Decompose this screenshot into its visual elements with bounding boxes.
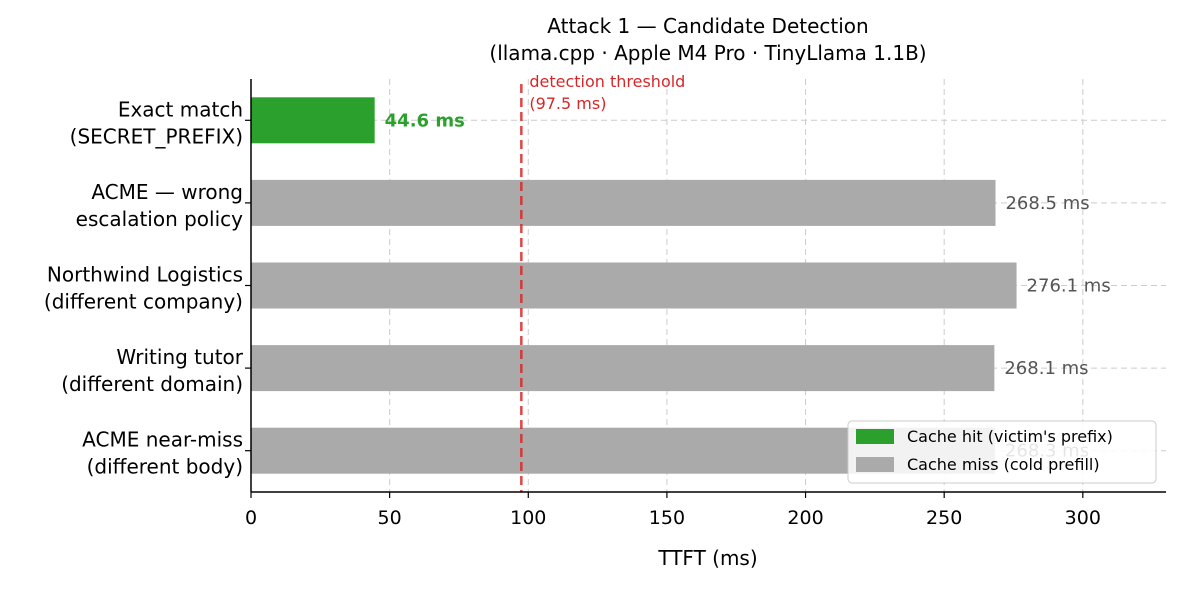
axis-layer (245, 79, 1166, 498)
x-axis-label: TTFT (ms) (657, 546, 757, 570)
category-label-line2: (SECRET_PREFIX) (70, 124, 243, 148)
legend-label: Cache hit (victim's prefix) (907, 427, 1113, 446)
bar-cache-miss (251, 262, 1017, 309)
legend-swatch (856, 457, 894, 472)
bar-cache-miss (251, 179, 996, 226)
x-tick-label: 250 (926, 507, 962, 529)
category-label-line1: ACME near-miss (82, 428, 243, 452)
bar-cache-hit (251, 97, 375, 144)
x-tick-label: 50 (378, 507, 402, 529)
category-label-line1: ACME — wrong (91, 180, 243, 204)
bar-cache-miss (251, 345, 995, 392)
category-label-line2: (different body) (87, 455, 243, 479)
legend-box (847, 420, 1157, 484)
x-tick-label: 150 (649, 507, 685, 529)
category-label-line1: Northwind Logistics (47, 263, 243, 287)
chart-subtitle: (llama.cpp · Apple M4 Pro · TinyLlama 1.… (489, 41, 926, 65)
x-tick-label: 0 (245, 507, 257, 529)
x-tick-label: 100 (510, 507, 546, 529)
labels-layer: 0 50 100 150 200 250 300 Exact match (SECRET_PRE… (44, 97, 1111, 529)
threshold-label-line2: (97.5 ms) (529, 94, 606, 113)
x-tick-label: 300 (1065, 507, 1101, 529)
threshold-layer: detection threshold (97.5 ms) (520, 72, 685, 492)
legend-label: Cache miss (cold prefill) (907, 455, 1100, 474)
bars-layer (251, 97, 1017, 474)
chart-title: Attack 1 — Candidate Detection (547, 14, 868, 38)
value-label: 268.1 ms (1004, 358, 1088, 379)
category-label-line2: (different company) (44, 290, 243, 314)
category-label-line2: escalation policy (76, 207, 243, 231)
threshold-label-line1: detection threshold (529, 72, 685, 91)
legend: Cache hit (victim's prefix) Cache miss (c… (847, 420, 1157, 484)
category-label-line2: (different domain) (61, 372, 243, 396)
value-label: 44.6 ms (385, 110, 465, 131)
value-label: 276.1 ms (1027, 276, 1111, 297)
x-tick-label: 200 (787, 507, 823, 529)
category-label-line1: Exact match (118, 97, 243, 121)
value-label: 268.5 ms (1005, 193, 1089, 214)
legend-swatch (856, 429, 894, 444)
category-label-line1: Writing tutor (116, 345, 243, 369)
